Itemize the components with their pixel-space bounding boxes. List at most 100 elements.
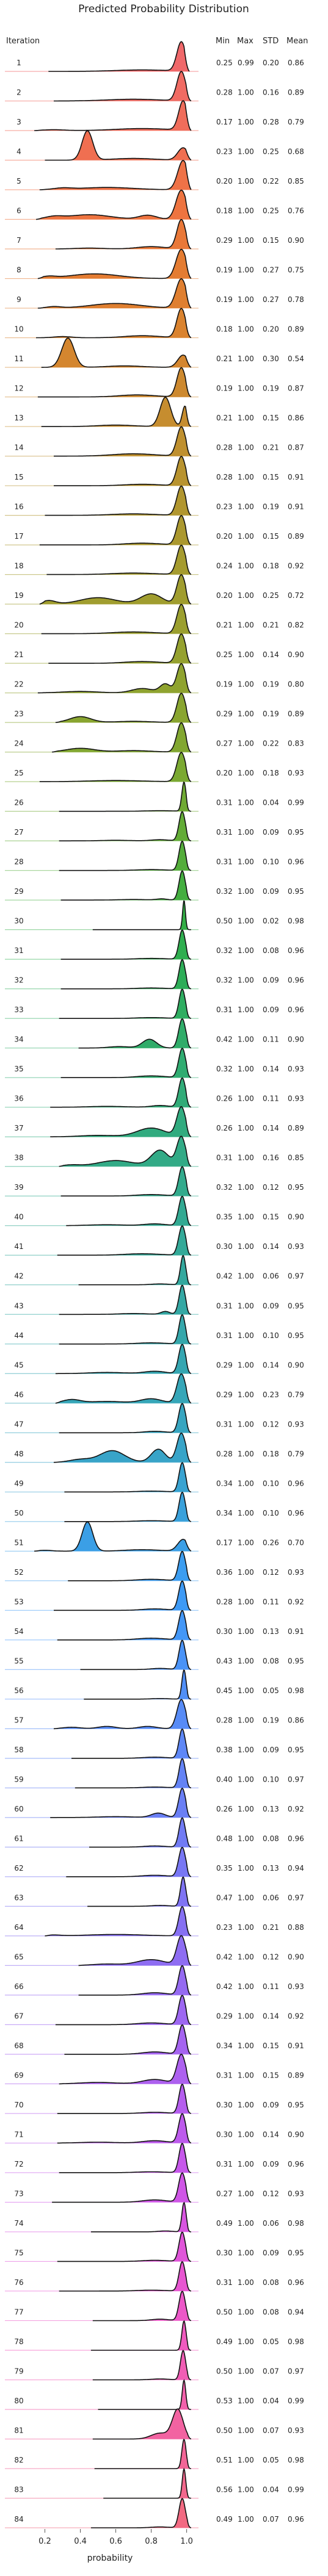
stat-max: 1.00: [238, 384, 254, 393]
stat-max: 1.00: [238, 1568, 254, 1577]
iteration-label: 75: [14, 2248, 23, 2257]
ridge-area: [59, 2261, 191, 2291]
stat-mean: 0.99: [288, 799, 304, 807]
stat-min: 0.49: [216, 2219, 233, 2228]
stat-min: 0.40: [216, 1775, 233, 1783]
ridge-outline: [50, 1106, 192, 1137]
stat-std: 0.16: [263, 1154, 279, 1162]
stat-min: 0.49: [216, 2337, 233, 2346]
ridge-outline: [78, 1018, 192, 1049]
ridge-area: [90, 2203, 191, 2232]
stat-std: 0.27: [263, 266, 279, 275]
ridge-outline: [55, 1373, 192, 1404]
iteration-label: 54: [14, 1627, 23, 1636]
ridge-area: [41, 397, 191, 427]
ridge-outline: [68, 1550, 192, 1581]
stat-min: 0.28: [216, 444, 233, 452]
stat-std: 0.07: [263, 2515, 279, 2524]
stat-mean: 0.82: [288, 621, 304, 630]
stat-max: 1.00: [238, 1391, 254, 1399]
stat-mean: 0.79: [288, 118, 304, 126]
stat-mean: 0.90: [288, 650, 304, 659]
ridge-outline: [41, 397, 192, 427]
stat-min: 0.30: [216, 2248, 233, 2257]
iteration-label: 12: [14, 384, 23, 393]
ridge-outline: [66, 1846, 192, 1877]
stat-mean: 0.90: [288, 1952, 304, 1961]
iteration-label: 69: [14, 2071, 23, 2079]
stat-std: 0.14: [263, 1124, 279, 1132]
stat-mean: 0.91: [288, 1627, 304, 1636]
ridge-area: [60, 959, 191, 989]
ridge-area: [64, 1462, 191, 1492]
stat-min: 0.23: [216, 1923, 233, 1932]
ridge-outline: [92, 900, 191, 930]
stat-max: 1.00: [238, 2426, 254, 2434]
stat-max: 1.00: [238, 591, 254, 600]
stat-std: 0.08: [263, 1834, 279, 1843]
ridge-area: [59, 2054, 191, 2084]
stat-min: 0.53: [216, 2397, 233, 2405]
iteration-label: 73: [14, 2189, 23, 2198]
iteration-label: 52: [14, 1568, 23, 1577]
iteration-label: 39: [14, 1183, 23, 1192]
ridge-outline: [39, 752, 192, 782]
iteration-label: 47: [14, 1420, 23, 1428]
iteration-label: 8: [16, 266, 21, 275]
ridge-outline: [60, 869, 192, 901]
stat-std: 0.04: [263, 2485, 279, 2494]
stat-min: 0.56: [216, 2485, 233, 2494]
ridge-area: [54, 1699, 191, 1729]
ridge-outline: [54, 426, 192, 457]
ridge-area: [54, 456, 191, 486]
ridge-outline: [59, 2261, 192, 2292]
ridge-outline: [78, 1965, 192, 1996]
ridge-area: [45, 1906, 191, 1936]
stat-max: 1.00: [238, 1597, 254, 1606]
ridge-area: [37, 249, 191, 279]
stat-min: 0.31: [216, 1301, 233, 1310]
stat-mean: 0.94: [288, 1864, 304, 1873]
stat-std: 0.06: [263, 1893, 279, 1902]
iteration-label: 46: [14, 1391, 23, 1399]
stat-std: 0.10: [263, 1775, 279, 1783]
stat-std: 0.16: [263, 88, 279, 97]
ridge-area: [68, 1551, 191, 1581]
ridge-outline: [59, 811, 192, 841]
stat-min: 0.19: [216, 680, 233, 689]
stat-mean: 0.89: [288, 2071, 304, 2079]
stat-mean: 0.90: [288, 1035, 304, 1044]
iteration-label: 35: [14, 1065, 23, 1073]
stat-std: 0.12: [263, 1568, 279, 1577]
ridge-outline: [78, 1254, 191, 1286]
stat-min: 0.50: [216, 2367, 233, 2375]
ridge-area: [60, 1167, 191, 1196]
stat-std: 0.14: [263, 1242, 279, 1251]
stat-min: 0.26: [216, 1095, 233, 1103]
ridge-outline: [54, 1580, 192, 1611]
iteration-label: 53: [14, 1597, 23, 1606]
stat-min: 0.32: [216, 1065, 233, 1073]
ridge-outline: [71, 1728, 191, 1759]
stat-std: 0.14: [263, 2012, 279, 2020]
iteration-label: 13: [14, 414, 23, 422]
ridge-outline: [92, 2408, 192, 2440]
iteration-label: 43: [14, 1301, 23, 1310]
stat-mean: 0.79: [288, 1450, 304, 1458]
stat-min: 0.21: [216, 354, 233, 363]
stat-std: 0.12: [263, 1183, 279, 1192]
stat-std: 0.09: [263, 1006, 279, 1014]
ridge-area: [54, 426, 191, 456]
stat-mean: 0.95: [288, 1657, 304, 1665]
iteration-label: 67: [14, 2012, 23, 2020]
stat-min: 0.43: [216, 1657, 233, 1665]
stat-std: 0.20: [263, 59, 279, 67]
iteration-label: 51: [14, 1538, 23, 1547]
ridge-area: [50, 1106, 191, 1137]
stat-mean: 0.93: [288, 1982, 304, 1991]
stat-std: 0.19: [263, 680, 279, 689]
stat-min: 0.27: [216, 739, 233, 748]
ridge-area: [66, 1847, 191, 1877]
stat-max: 1.00: [238, 1805, 254, 1813]
ridge-outline: [90, 2320, 191, 2351]
